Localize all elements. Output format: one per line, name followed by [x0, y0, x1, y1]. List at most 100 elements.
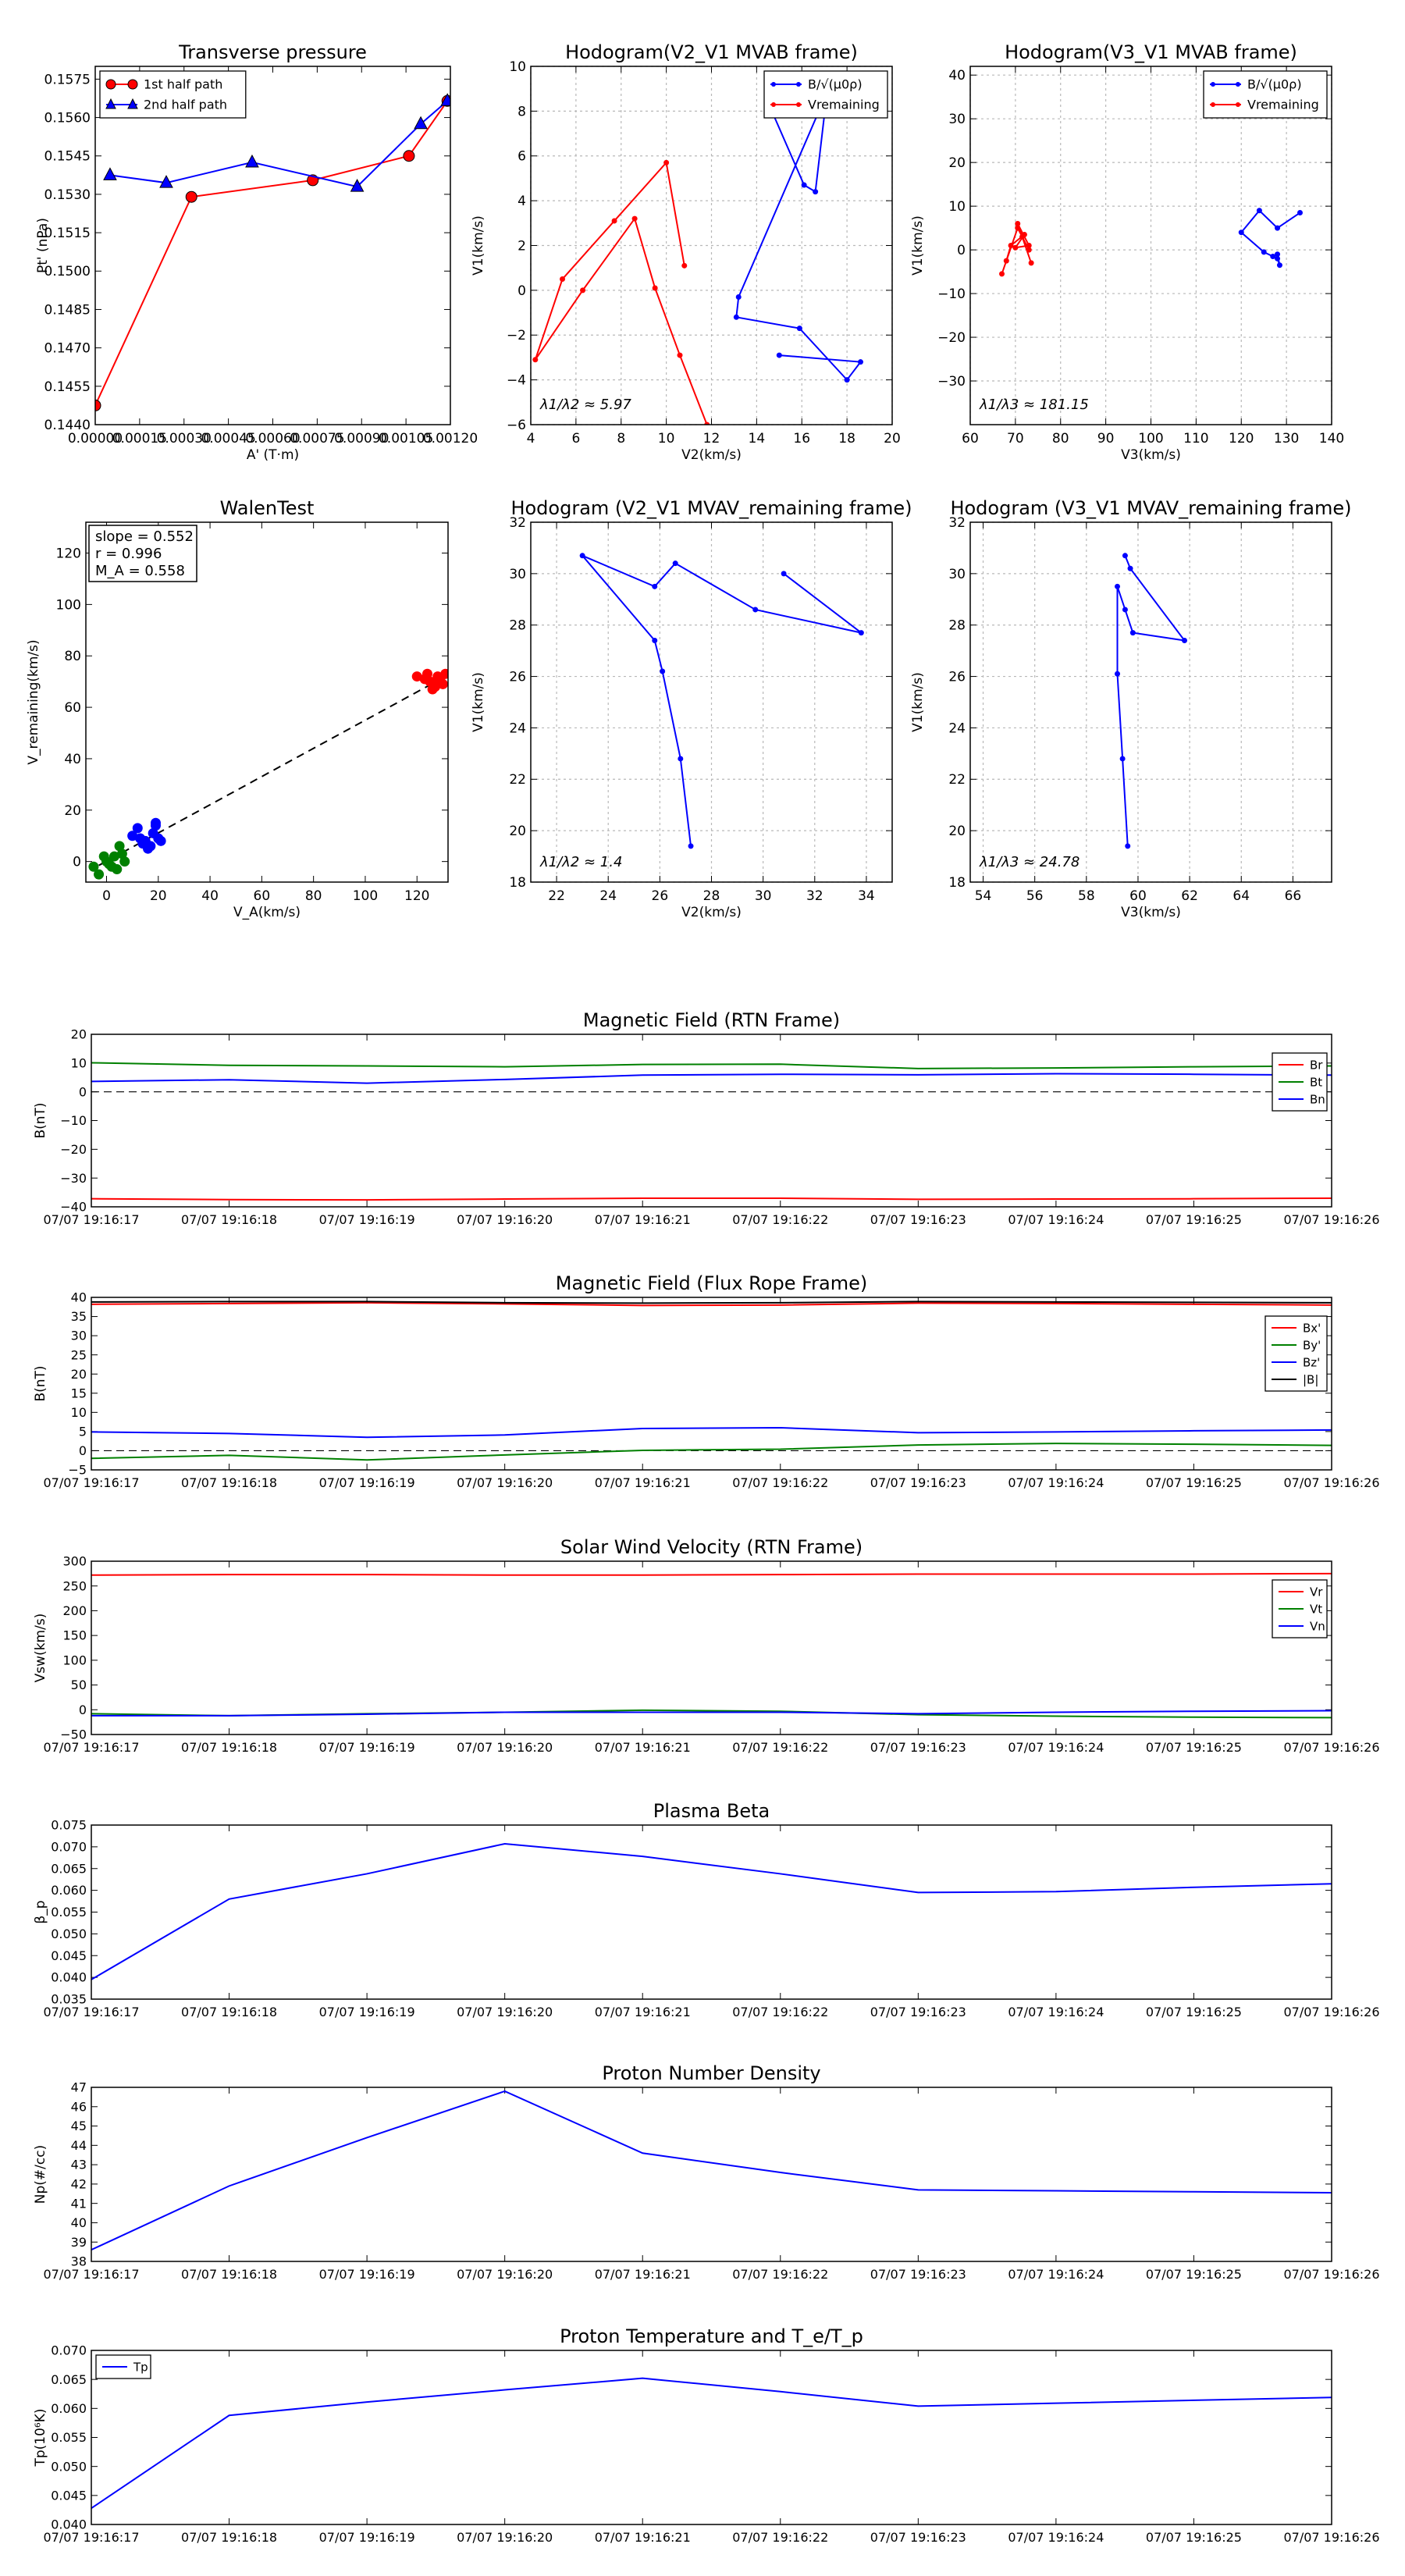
- x-tick-label: 62: [1181, 888, 1198, 904]
- x-tick-label: 07/07 19:16:21: [595, 2267, 691, 2282]
- scatter-point: [132, 823, 143, 834]
- y-tick-label: 35: [71, 1309, 87, 1324]
- x-tick-label: 30: [755, 888, 772, 904]
- x-tick-label: 07/07 19:16:23: [870, 2005, 966, 2019]
- legend-marker: [771, 102, 776, 107]
- y-tick-label: 120: [56, 546, 81, 561]
- data-point: [1129, 630, 1136, 636]
- scatter-point: [429, 676, 440, 687]
- y-tick-label: −30: [60, 1171, 87, 1186]
- data-point: [704, 422, 710, 425]
- y-tick-label: 0: [957, 243, 966, 258]
- series-line-beta: [91, 1842, 1332, 1980]
- annotation-text: λ1/λ2 ≈ 5.97: [539, 397, 631, 413]
- x-tick-label: 0.00000: [68, 431, 123, 447]
- x-tick-label: 110: [1183, 431, 1208, 447]
- x-tick-label: 07/07 19:16:17: [43, 2267, 139, 2282]
- legend-marker: [105, 98, 116, 109]
- plot-area: [91, 1572, 1332, 1719]
- y-tick-label: 41: [71, 2196, 87, 2211]
- y-axis-label: Tp(10⁶K): [33, 2408, 48, 2467]
- chart-np: Proton Number Density 07/07 19:16:17 07/07…: [33, 2062, 1380, 2282]
- plot-frame: [91, 2087, 1332, 2262]
- x-tick-label: 0.00045: [201, 431, 255, 447]
- x-tick-label: 40: [201, 888, 219, 904]
- x-tick-label: 07/07 19:16:18: [181, 1740, 277, 1755]
- data-point-circle: [185, 190, 197, 203]
- y-axis-label: V1(km/s): [910, 672, 926, 732]
- plot-area: [579, 553, 864, 849]
- data-point: [1115, 583, 1121, 589]
- chart-vsw: Solar Wind Velocity (RTN Frame) 07/07 19:…: [33, 1536, 1380, 1755]
- plot-area: [999, 208, 1303, 277]
- y-tick-label: −20: [937, 330, 966, 346]
- legend-label: Bn: [1310, 1092, 1325, 1106]
- y-tick-label: 0.050: [51, 1927, 87, 1941]
- x-tick-label: 28: [703, 888, 720, 904]
- y-axis-label: V1(km/s): [471, 215, 486, 276]
- y-tick-label: 43: [71, 2158, 87, 2172]
- y-tick-label: 26: [509, 670, 526, 685]
- x-tick-label: 07/07 19:16:22: [732, 1740, 828, 1755]
- x-tick-label: 54: [975, 888, 992, 904]
- y-tick-label: 39: [71, 2235, 87, 2250]
- series-line-Vn: [91, 1710, 1332, 1717]
- series-line-Bx': [91, 1301, 1332, 1307]
- plot-area: [91, 1842, 1332, 1980]
- y-tick-label: 20: [948, 155, 966, 171]
- plot-area: [88, 668, 448, 880]
- data-point: [1003, 258, 1009, 264]
- y-tick-label: 18: [509, 875, 526, 891]
- x-tick-label: 60: [254, 888, 271, 904]
- x-tick-label: 100: [353, 888, 378, 904]
- x-tick-label: 07/07 19:16:20: [457, 1740, 553, 1755]
- scatter-point: [148, 827, 158, 838]
- data-point: [1021, 232, 1027, 238]
- y-tick-label: 24: [948, 720, 966, 736]
- x-tick-label: 0.00075: [290, 431, 344, 447]
- x-tick-label: 120: [1229, 431, 1254, 447]
- legend: Vr Vt Vn: [1272, 1579, 1328, 1638]
- data-point: [1122, 553, 1128, 559]
- x-axis-label: V3(km/s): [1121, 447, 1181, 463]
- y-tick-label: 0.1575: [44, 72, 91, 87]
- x-tick-label: 12: [703, 431, 720, 447]
- chart-title: Transverse pressure: [178, 41, 367, 63]
- y-axis-label: B(nT): [33, 1102, 48, 1138]
- series-line-Bt: [91, 1062, 1332, 1069]
- legend-marker: [1236, 82, 1240, 87]
- x-tick-label: 66: [1285, 888, 1302, 904]
- y-tick-label: 0.045: [51, 2488, 87, 2503]
- y-tick-label: 0.060: [51, 1883, 87, 1898]
- y-tick-label: 100: [62, 1653, 87, 1667]
- y-tick-label: 22: [509, 772, 526, 788]
- y-tick-label: 4: [518, 194, 526, 209]
- y-tick-label: 40: [71, 2215, 87, 2230]
- legend-label: B/√(μ0ρ): [808, 77, 863, 92]
- x-tick-label: 07/07 19:16:19: [319, 2530, 415, 2545]
- plot-frame: [91, 1560, 1332, 1735]
- x-tick-label: 07/07 19:16:22: [732, 2005, 828, 2019]
- x-tick-label: 64: [1232, 888, 1250, 904]
- y-tick-label: 20: [64, 803, 81, 819]
- data-point: [681, 262, 688, 269]
- y-tick-label: 18: [948, 875, 966, 891]
- x-tick-label: 07/07 19:16:19: [319, 1475, 415, 1490]
- x-tick-label: 8: [617, 431, 625, 447]
- data-point: [1122, 607, 1128, 613]
- y-tick-label: 0.055: [51, 2430, 87, 2445]
- data-point: [1008, 243, 1014, 248]
- x-tick-label: 16: [793, 431, 810, 447]
- chart-title: Hodogram(V3_V1 MVAB frame): [1005, 41, 1297, 63]
- y-axis-label: β_p: [33, 1900, 48, 1923]
- x-tick-label: 140: [1319, 431, 1344, 447]
- scatter-point: [114, 841, 125, 852]
- y-tick-label: 0.040: [51, 2517, 87, 2532]
- series-line-Bz': [91, 1426, 1332, 1439]
- x-tick-label: 07/07 19:16:24: [1008, 1212, 1104, 1227]
- y-tick-label: 30: [71, 1329, 87, 1343]
- y-tick-label: 10: [948, 199, 966, 215]
- x-axis-label: V2(km/s): [681, 447, 742, 463]
- y-tick-label: 0.1515: [44, 226, 91, 241]
- legend-label: Bt: [1310, 1075, 1322, 1089]
